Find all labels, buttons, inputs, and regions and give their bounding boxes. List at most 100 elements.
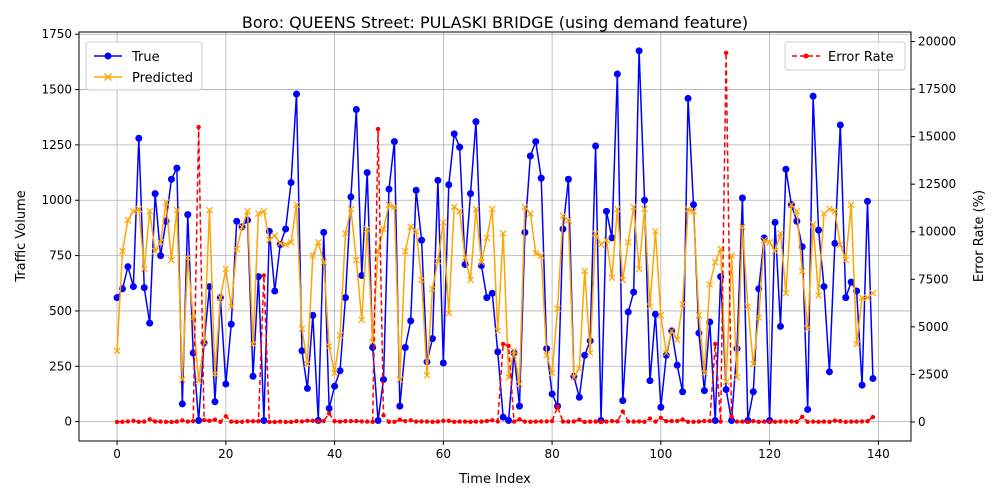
point-predicted [559,212,567,220]
point-predicted [195,377,203,385]
point-error-rate [517,417,522,422]
point-predicted [575,365,583,372]
y-axis-label-right: Error Rate (%) [972,190,987,282]
point-error-rate [174,419,180,424]
series-line-predicted [116,201,874,385]
point-predicted [749,360,757,368]
point-true [390,138,398,146]
point-true [619,397,627,405]
point-error-rate [669,418,674,424]
point-error-rate [457,419,462,424]
point-true [532,138,540,146]
point-predicted [510,347,518,355]
point-predicted [657,311,665,319]
series-predicted [113,199,877,388]
point-predicted [815,292,822,299]
point-predicted [260,207,268,215]
legend-error-label: Error Rate [828,50,894,65]
point-error-rate [114,419,120,425]
point-predicted [869,289,877,297]
point-error-rate [674,418,680,424]
point-true [782,165,790,173]
point-error-rate [452,419,457,424]
point-predicted [592,230,600,237]
point-error-rate [506,343,511,349]
point-predicted [570,373,578,381]
point-true [385,185,393,193]
point-predicted [135,205,143,213]
point-error-rate [544,419,549,424]
point-error-rate [772,419,778,424]
point-true [347,193,355,201]
point-error-rate [169,419,174,425]
point-predicted [151,247,159,255]
point-predicted [831,207,839,215]
y-tick-label-left: 1000 [41,193,72,207]
point-predicted [684,205,692,213]
point-error-rate [180,418,185,423]
point-error-rate [745,419,751,425]
point-predicted [429,285,436,293]
point-true [309,311,317,319]
y-tick-label-right: 12500 [918,177,956,191]
point-predicted [227,303,235,310]
point-error-rate [375,126,381,132]
y-tick-label-right: 15000 [918,130,956,144]
point-error-rate [495,419,500,424]
x-tick-label: 60 [436,447,451,461]
point-error-rate [332,419,337,424]
point-true [434,176,442,184]
point-error-rate [158,419,163,424]
x-tick-label: 140 [867,447,890,461]
point-predicted [526,210,534,217]
point-true [581,351,589,359]
point-predicted [439,218,447,226]
point-true [352,105,360,113]
point-true [738,194,746,202]
point-predicted [238,223,246,231]
point-true [689,201,697,209]
point-predicted [651,227,659,235]
y-tick-label-left: 1500 [41,83,72,97]
point-error-rate [691,419,696,424]
point-true [374,417,382,425]
legend-true-label: True [131,50,160,65]
point-predicted [766,238,774,246]
x-tick-label: 120 [758,447,781,461]
point-true [657,403,665,411]
point-predicted [641,205,648,213]
point-predicted [477,258,485,266]
point-error-rate [593,419,598,424]
point-error-rate [549,418,555,424]
x-axis-label: Time Index [458,472,531,487]
point-error-rate [397,417,403,422]
point-error-rate [190,418,196,424]
point-true [222,380,230,388]
point-true [515,402,523,410]
legend-right-box [784,41,906,71]
point-predicted [630,203,638,211]
point-true [548,390,556,398]
point-error-rate [446,418,451,424]
point-error-rate [713,341,718,347]
point-predicted [662,349,670,357]
point-true [249,372,257,380]
point-true [602,207,610,215]
point-true [472,118,480,126]
point-predicted [216,294,224,302]
point-predicted [826,205,833,213]
point-predicted [206,206,213,214]
point-error-rate [642,419,647,424]
point-true [439,359,447,367]
legend-predicted-label: Predicted [132,71,193,86]
point-error-rate [386,419,392,424]
point-predicted [760,236,768,244]
point-true [151,190,159,198]
point-predicted [847,201,855,209]
point-error-rate [125,419,131,424]
point-true [494,348,502,356]
point-predicted [255,210,262,217]
plot-frame [78,31,912,442]
point-error-rate [761,419,767,424]
point-predicted [418,276,426,284]
